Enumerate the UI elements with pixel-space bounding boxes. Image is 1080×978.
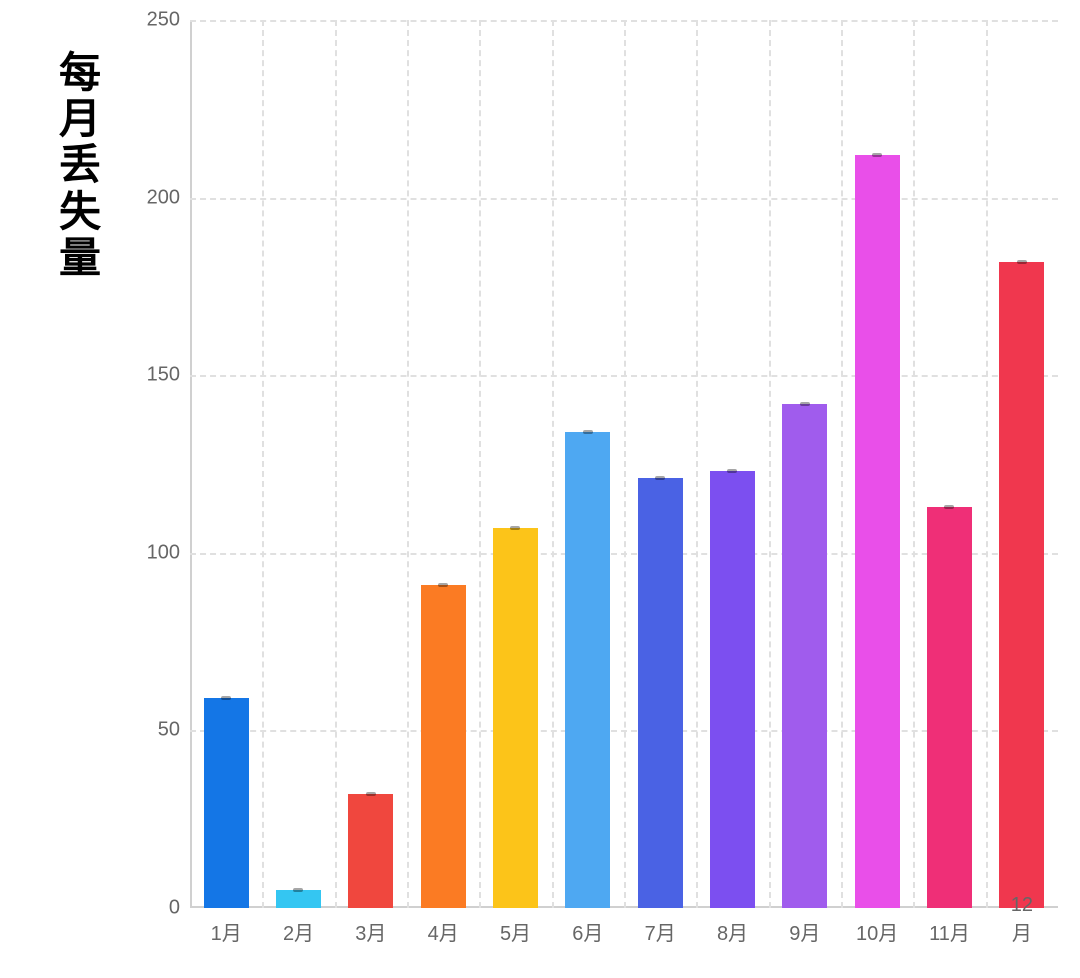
monthly-loss-chart: 每 月 丢 失 量 0501001502002501月2月3月4月5月6月7月8… [55,20,1060,958]
bar-cap [510,526,520,530]
bar-7月 [638,478,683,908]
y-tick-label: 50 [135,719,180,742]
x-tick-label: 1月 [211,917,242,946]
x-tick-label: 7月 [645,917,676,946]
bar-cap [293,888,303,892]
title-char: 每 [55,50,105,96]
plot-area: 0501001502002501月2月3月4月5月6月7月8月9月10月11月1… [190,20,1058,908]
bar-5月 [493,528,538,908]
bar-cap [800,402,810,406]
bar-2月 [276,890,321,908]
y-tick-label: 200 [135,186,180,209]
bar-12月 [999,262,1044,908]
y-tick-label: 250 [135,9,180,32]
title-char: 月 [55,96,105,142]
bar-cap [366,792,376,796]
x-tick-label: 8月 [717,917,748,946]
y-axis [190,20,192,908]
chart-title-vertical: 每 月 丢 失 量 [55,50,105,281]
bar-9月 [782,404,827,908]
grid-line-vertical [407,20,409,908]
grid-line-vertical [841,20,843,908]
grid-line-vertical [262,20,264,908]
grid-line-vertical [624,20,626,908]
x-tick-label: 3月 [355,917,386,946]
grid-line-vertical [769,20,771,908]
y-tick-label: 0 [135,897,180,920]
bar-4月 [421,585,466,908]
title-char: 丢 [55,142,105,188]
bar-cap [872,153,882,157]
bar-cap [727,469,737,473]
bar-3月 [348,794,393,908]
x-tick-label: 6月 [572,917,603,946]
bar-cap [438,583,448,587]
grid-line-vertical [696,20,698,908]
grid-line-vertical [986,20,988,908]
x-tick-label: 2月 [283,917,314,946]
x-tick-label: 11月 [929,917,970,946]
y-tick-label: 100 [135,541,180,564]
bar-cap [1017,260,1027,264]
bar-cap [944,505,954,509]
bar-cap [583,430,593,434]
x-tick-label: 4月 [428,917,459,946]
bar-10月 [855,155,900,908]
bar-1月 [204,698,249,908]
bar-11月 [927,507,972,908]
x-tick-label: 5月 [500,917,531,946]
grid-line-vertical [335,20,337,908]
x-tick-label: 9月 [789,917,820,946]
grid-line-vertical [913,20,915,908]
x-tick-label: 10月 [856,917,898,946]
title-char: 失 [55,189,105,235]
y-tick-label: 150 [135,364,180,387]
bar-cap [655,476,665,480]
title-char: 量 [55,235,105,281]
bar-cap [221,696,231,700]
x-tick-label: 12月 [1004,894,1040,946]
bar-6月 [565,432,610,908]
bar-8月 [710,471,755,908]
grid-line-vertical [552,20,554,908]
grid-line-vertical [479,20,481,908]
